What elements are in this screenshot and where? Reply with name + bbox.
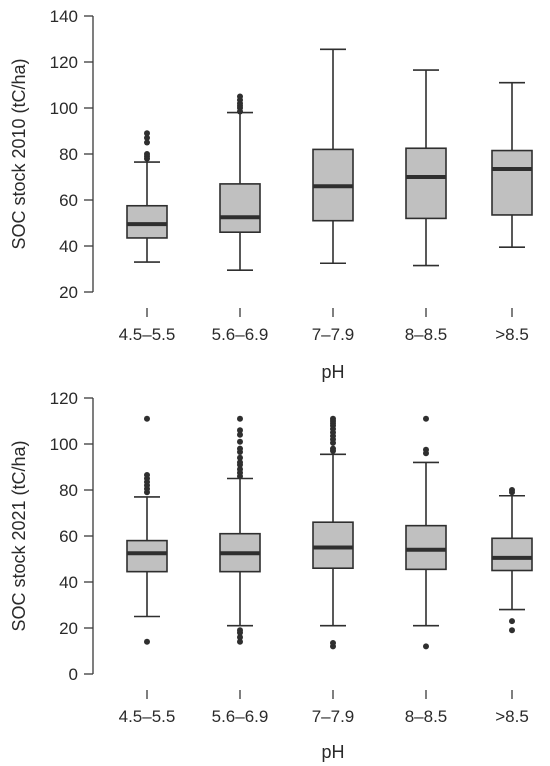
x-tick-label: >8.5 <box>495 707 529 726</box>
box-0 <box>126 130 168 263</box>
iqr-box <box>126 539 168 573</box>
box-1 <box>219 93 261 271</box>
y-ticks: 20 40 60 80 100 120 140 <box>50 7 93 302</box>
outlier-point <box>423 415 429 422</box>
outlier-point <box>237 427 243 434</box>
y-tick-label: 40 <box>59 573 78 592</box>
outlier-point <box>144 134 150 141</box>
box-0 <box>126 415 168 645</box>
y-tick-label: 20 <box>59 283 78 302</box>
box-1 <box>219 415 261 645</box>
y-tick-label: 100 <box>50 99 78 118</box>
x-axis-title: pH <box>321 742 344 762</box>
outlier-point <box>237 415 243 422</box>
outlier-point <box>330 415 336 422</box>
iqr-box <box>405 147 447 220</box>
y-tick-label: 20 <box>59 619 78 638</box>
y-tick-label: 0 <box>69 665 78 684</box>
outlier-point <box>237 638 243 645</box>
iqr-box <box>312 521 354 570</box>
outlier-point <box>237 466 243 473</box>
outlier-point <box>237 445 243 452</box>
y-axis-title: SOC stock 2010 (tC/ha) <box>9 58 29 249</box>
outlier-point <box>144 151 150 157</box>
box-3 <box>405 69 447 267</box>
outlier-point <box>509 487 515 493</box>
boxes <box>126 48 533 271</box>
iqr-box <box>491 537 533 572</box>
y-ticks: 0 20 40 60 80 100 120 <box>50 389 93 684</box>
outlier-point <box>144 472 150 479</box>
outlier-point <box>237 627 243 634</box>
outlier-point <box>509 618 515 625</box>
x-tick-label: 8–8.5 <box>405 325 448 344</box>
box-2 <box>312 48 354 265</box>
outlier-point <box>330 639 336 646</box>
outlier-point <box>144 638 150 645</box>
panel-soc-2010: 20 40 60 80 100 120 140 4.5–5.5 5.6–6.9 7–7.9 8–8… <box>9 7 533 382</box>
y-tick-label: 120 <box>50 53 78 72</box>
y-tick-label: 80 <box>59 481 78 500</box>
iqr-box <box>405 524 447 571</box>
iqr-box <box>126 204 168 239</box>
x-tick-label: 7–7.9 <box>312 325 355 344</box>
y-tick-label: 60 <box>59 191 78 210</box>
outlier-point <box>237 438 243 445</box>
outlier-point <box>509 627 515 634</box>
x-tick-label: 5.6–6.9 <box>212 325 269 344</box>
box-3 <box>405 415 447 650</box>
y-tick-label: 80 <box>59 145 78 164</box>
boxes <box>126 415 533 650</box>
x-tick-label: 4.5–5.5 <box>119 325 176 344</box>
x-tick-label: 8–8.5 <box>405 707 448 726</box>
x-tick-label: 4.5–5.5 <box>119 707 176 726</box>
outlier-point <box>237 634 243 641</box>
y-axis-title: SOC stock 2021 (tC/ha) <box>9 440 29 631</box>
box-4 <box>491 81 533 248</box>
outlier-point <box>423 643 429 650</box>
x-ticks: 4.5–5.5 5.6–6.9 7–7.9 8–8.5 >8.5 <box>119 690 529 726</box>
outlier-point <box>144 139 150 146</box>
y-tick-label: 120 <box>50 389 78 408</box>
panel-soc-2021: 0 20 40 60 80 100 120 4.5–5.5 5.6–6.9 7–7.9 8–8.5… <box>9 389 533 762</box>
outlier-point <box>330 445 336 452</box>
outlier-point <box>237 93 243 100</box>
x-tick-label: 7–7.9 <box>312 707 355 726</box>
outlier-point <box>423 446 429 453</box>
y-tick-label: 60 <box>59 527 78 546</box>
x-tick-label: 5.6–6.9 <box>212 707 269 726</box>
y-tick-label: 140 <box>50 7 78 26</box>
x-ticks: 4.5–5.5 5.6–6.9 7–7.9 8–8.5 >8.5 <box>119 308 529 344</box>
x-tick-label: >8.5 <box>495 325 529 344</box>
outlier-point <box>237 431 243 438</box>
outlier-point <box>144 415 150 422</box>
outlier-point <box>237 459 243 466</box>
outlier-point <box>144 130 150 137</box>
x-axis-title: pH <box>321 362 344 382</box>
box-4 <box>491 487 533 634</box>
outlier-point <box>237 454 243 461</box>
y-tick-label: 40 <box>59 237 78 256</box>
iqr-box <box>219 183 261 233</box>
box-2 <box>312 415 354 650</box>
iqr-box <box>491 149 533 216</box>
y-tick-label: 100 <box>50 435 78 454</box>
